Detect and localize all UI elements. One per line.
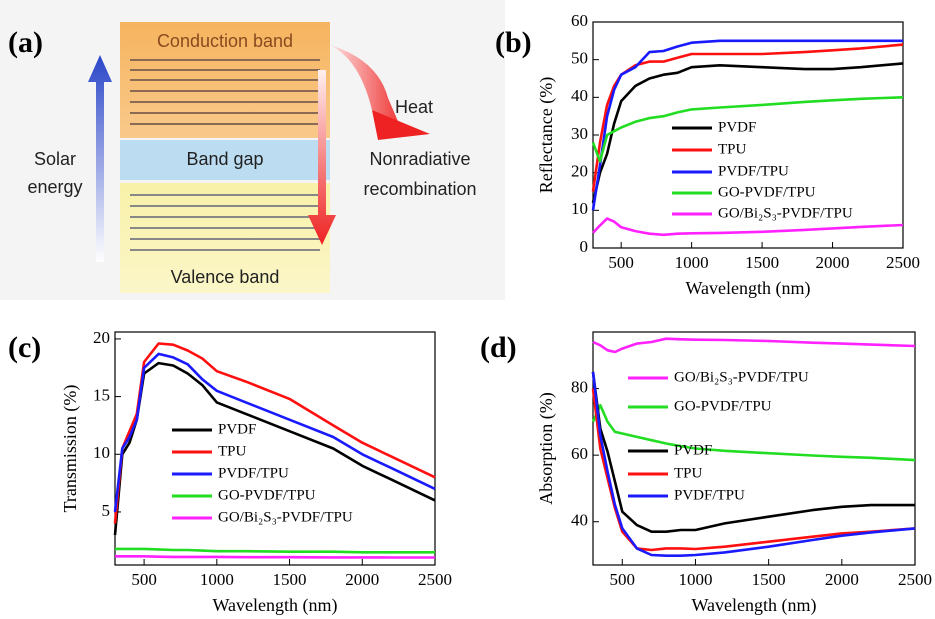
x-tick-label: 1000: [200, 570, 234, 589]
legend-label: GO/Bi₂S₃-PVDF/TPU: [718, 205, 853, 221]
x-tick-label: 2500: [886, 253, 920, 272]
heat-arrowhead: [372, 110, 430, 140]
legend-label: TPU: [218, 443, 247, 459]
solar-arrow: [88, 55, 112, 262]
valence-band-label: Valence band: [171, 267, 280, 287]
series-line: [591, 96, 904, 163]
legend-label: GO-PVDF/TPU: [218, 487, 316, 503]
valence-levels: [130, 194, 320, 251]
y-tick-label: 50: [571, 49, 588, 68]
x-axis-title: Wavelength (nm): [691, 595, 816, 616]
panel-label: (d): [480, 331, 517, 364]
series-line: [591, 371, 915, 533]
legend-label: PVDF/TPU: [674, 487, 745, 503]
x-tick-label: 500: [131, 570, 157, 589]
series-line: [591, 62, 904, 204]
heat-label: Heat: [395, 97, 433, 117]
solar-label: Solar: [34, 149, 76, 169]
legend-label: GO-PVDF/TPU: [674, 398, 772, 414]
recombination-label: recombination: [363, 179, 476, 199]
y-tick-label: 15: [93, 386, 110, 405]
legend-label: TPU: [718, 141, 747, 157]
legend-label: PVDF: [218, 421, 256, 437]
legend-label: PVDF: [718, 119, 756, 135]
x-axis-title: Wavelength (nm): [212, 595, 337, 616]
panel-label: (b): [495, 26, 532, 59]
legend-label: TPU: [674, 465, 703, 481]
plot-frame: [114, 331, 436, 566]
y-tick-label: 40: [571, 511, 588, 530]
legend-label: GO-PVDF/TPU: [718, 184, 816, 200]
series-line: [591, 371, 916, 557]
y-tick-label: 60: [571, 11, 588, 30]
x-tick-label: 500: [608, 253, 634, 272]
y-tick-label: 0: [580, 237, 589, 256]
panel-label: (a): [8, 26, 43, 59]
plot-frame: [592, 331, 916, 566]
x-tick-label: 2000: [825, 570, 859, 589]
series-line: [592, 337, 916, 354]
series-line: [113, 352, 436, 513]
y-tick-label: 20: [571, 162, 588, 181]
series-line: [592, 217, 904, 237]
y-tick-label: 10: [571, 199, 588, 218]
y-axis-title: Absorption (%): [536, 392, 557, 504]
x-tick-label: 1500: [745, 253, 779, 272]
legend-label: PVDF: [674, 442, 712, 458]
x-tick-label: 2500: [418, 570, 452, 589]
x-tick-label: 2500: [898, 570, 932, 589]
recombination-arrow: [308, 70, 336, 245]
y-tick-label: 30: [571, 124, 588, 143]
band-gap: [120, 140, 330, 180]
band-gap-label: Band gap: [186, 149, 263, 169]
recombination-label: Nonradiative: [369, 149, 470, 169]
y-tick-label: 20: [93, 328, 110, 347]
x-tick-label: 500: [610, 570, 636, 589]
y-tick-label: 10: [93, 443, 110, 462]
x-tick-label: 2000: [816, 253, 850, 272]
y-axis-title: Reflectance (%): [536, 77, 557, 193]
x-tick-label: 1000: [678, 570, 712, 589]
solar-label: energy: [27, 177, 82, 197]
heat-arrow: [330, 45, 400, 126]
conduction-band-label: Conduction band: [157, 31, 293, 51]
legend-label: GO/Bi₂S₃-PVDF/TPU: [674, 369, 809, 385]
y-axis-title: Transmission (%): [60, 385, 81, 513]
legend-label: GO/Bi₂S₃-PVDF/TPU: [218, 509, 353, 525]
panel-label: (c): [8, 331, 41, 364]
x-tick-label: 1000: [675, 253, 709, 272]
y-tick-label: 60: [571, 444, 588, 463]
y-tick-label: 40: [571, 86, 588, 105]
series-line: [115, 547, 435, 554]
series-line: [113, 342, 436, 524]
series-line: [591, 403, 916, 462]
y-tick-label: 5: [102, 501, 111, 520]
x-axis-title: Wavelength (nm): [685, 278, 810, 299]
x-tick-label: 2000: [345, 570, 379, 589]
x-tick-label: 1500: [273, 570, 307, 589]
conduction-levels: [130, 59, 320, 125]
series-line: [591, 43, 904, 192]
legend-label: PVDF/TPU: [218, 465, 289, 481]
panel-a: (a) Conduction band Band gap Valence ban…: [0, 0, 505, 300]
y-tick-label: 80: [571, 377, 588, 396]
series-line: [591, 39, 903, 211]
x-tick-label: 1500: [752, 570, 786, 589]
series-line: [115, 555, 435, 559]
legend-label: PVDF/TPU: [718, 163, 789, 179]
